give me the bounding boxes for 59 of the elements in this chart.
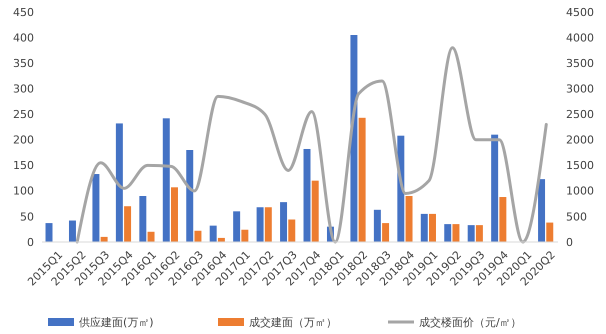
- bar: [233, 211, 240, 242]
- bar: [382, 223, 390, 242]
- bar: [374, 210, 381, 242]
- y-tick-label: 300: [13, 82, 34, 96]
- y-tick-label: 350: [13, 56, 34, 70]
- y-tick-label: 150: [13, 159, 34, 172]
- legend-label: 成交楼面价（元/㎡）: [419, 316, 522, 329]
- y-tick-label: 250: [13, 108, 34, 122]
- y2-tick-label: 2000: [566, 134, 594, 147]
- legend-label: 供应建面(万㎡): [79, 316, 154, 329]
- bar: [139, 196, 146, 242]
- line-series: [76, 46, 548, 244]
- bar: [546, 222, 554, 242]
- bar: [148, 232, 155, 242]
- bar: [210, 226, 217, 242]
- bar: [256, 207, 264, 242]
- bar: [186, 150, 194, 242]
- y-tick-label: 200: [13, 134, 34, 147]
- bar: [280, 202, 288, 242]
- bar: [162, 118, 170, 242]
- y2-tick-label: 1000: [566, 184, 594, 198]
- y2-tick-label: 3000: [566, 82, 594, 96]
- bar: [444, 224, 452, 242]
- legend-label: 成交建面（万㎡）: [249, 316, 337, 329]
- bar: [116, 123, 123, 242]
- bar: [124, 206, 132, 242]
- bar: [406, 196, 413, 242]
- bar: [538, 179, 546, 242]
- bar: [420, 214, 428, 242]
- bar: [499, 197, 506, 242]
- y-tick-label: 50: [20, 210, 34, 224]
- bar: [241, 230, 248, 242]
- bar: [92, 174, 100, 242]
- bar: [304, 148, 310, 242]
- bar: [468, 225, 475, 242]
- y2-tick-label: 2500: [566, 108, 594, 122]
- y2-tick-label: 3500: [566, 56, 594, 70]
- bar: [312, 180, 319, 242]
- y2-tick-label: 1500: [566, 159, 594, 172]
- y-tick-label: 400: [13, 31, 34, 44]
- bar: [68, 220, 76, 242]
- bar: [476, 225, 483, 242]
- bar: [452, 224, 460, 242]
- bar: [358, 118, 366, 242]
- bar: [288, 220, 296, 242]
- y-tick-label: 0: [27, 236, 34, 249]
- y2-tick-label: 4500: [566, 6, 594, 19]
- bar: [194, 230, 202, 242]
- bar: [491, 134, 498, 242]
- bar: [264, 207, 272, 242]
- bar: [46, 223, 52, 242]
- bar: [171, 187, 178, 242]
- y2-tick-label: 0: [566, 236, 573, 249]
- y2-tick-label: 500: [566, 210, 587, 224]
- y-tick-label: 450: [13, 6, 34, 19]
- y2-tick-label: 4000: [566, 31, 594, 44]
- bar: [429, 214, 436, 242]
- bar: [350, 35, 358, 242]
- y-tick-label: 100: [13, 184, 34, 198]
